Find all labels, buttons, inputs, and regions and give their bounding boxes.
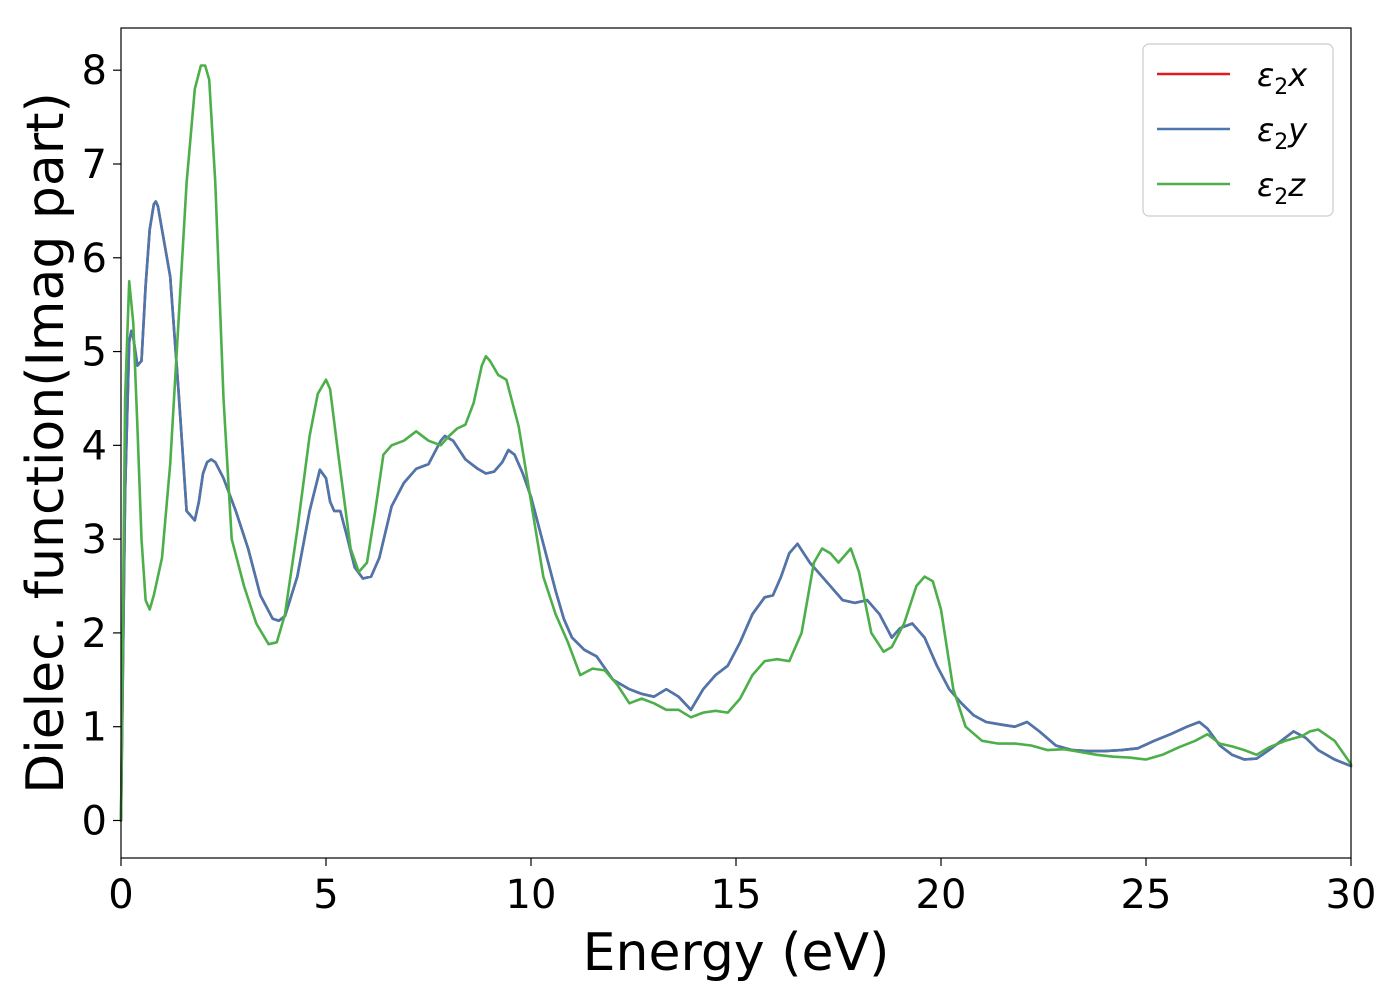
legend-label-0: ε2x [1257,56,1308,100]
ticks-layer: 0 5 10 15 20 25 30 0 1 2 3 4 5 6 7 8 [82,48,1377,918]
y-tick-label: 8 [82,48,107,94]
y-tick-label: 0 [82,798,107,844]
x-axis-label: Energy (eV) [583,923,890,983]
x-tick-label: 10 [506,872,557,918]
x-tick-label: 0 [108,872,133,918]
legend: ε2x ε2y ε2z [1142,43,1334,217]
x-tick-label: 20 [916,872,967,918]
legend-label-1: ε2y [1257,111,1308,155]
x-tick-label: 15 [711,872,762,918]
x-tick-label: 25 [1121,872,1172,918]
y-tick-label: 5 [82,330,107,376]
y-tick-label: 3 [82,517,107,563]
y-tick-label: 6 [82,236,107,282]
y-axis-label: Dielec. function(Imag part) [16,92,76,794]
x-tick-label: 5 [313,872,338,918]
series-line-2 [119,64,1353,822]
y-tick-label: 7 [82,142,107,188]
legend-label-2: ε2z [1257,166,1306,210]
legend-box [1142,43,1334,217]
y-tick-label: 2 [82,611,107,657]
y-tick-label: 4 [82,423,107,469]
series-layer [119,64,1353,822]
y-tick-label: 1 [82,705,107,751]
x-tick-label: 30 [1326,872,1377,918]
